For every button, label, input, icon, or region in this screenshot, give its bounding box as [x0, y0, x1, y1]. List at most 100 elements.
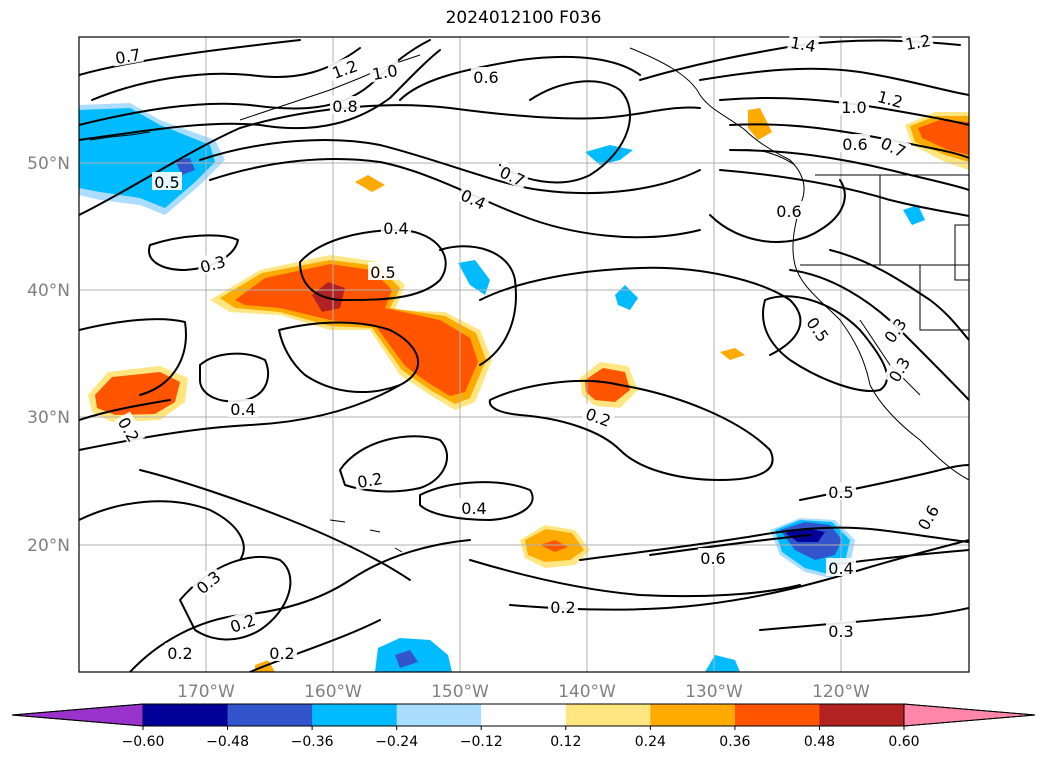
contour-label: 0.2 [550, 598, 575, 617]
longitude-label: 160°W [304, 682, 362, 702]
colorbar-tick-label: 0.60 [888, 734, 919, 750]
contour-label: 0.5 [828, 483, 853, 502]
contour-label-bg [876, 131, 912, 161]
colorbar-tick-label: −0.60 [122, 734, 165, 750]
contour-label: 0.4 [461, 499, 486, 518]
pos-anomaly-south-core [540, 540, 568, 552]
contour-label-bg [267, 643, 297, 661]
colorbar-tick-label: −0.36 [291, 734, 334, 750]
contour-label: 0.8 [332, 97, 357, 116]
longitude-label: 170°W [177, 682, 235, 702]
contour-label: 0.6 [473, 68, 498, 87]
pos-anomaly-east [585, 368, 630, 402]
colorbar-bin [396, 704, 482, 726]
contour-label: 0.6 [700, 549, 725, 568]
pos-anomaly-coast-s [720, 348, 745, 360]
contour-label: 1.4 [789, 33, 817, 56]
longitude-label: 120°W [812, 682, 870, 702]
longitude-labels: 170°W 160°W 150°W 140°W 130°W 120°W [177, 682, 870, 702]
latitude-labels: 50°N 40°N 30°N 20°N [27, 154, 70, 556]
colorbar-bin [481, 704, 567, 726]
colorbar-bin [565, 704, 651, 726]
contour-labels: 0.7 1.2 1.00.80.61.4 1.21.0 1.20.6 0.70.5 0.70… [111, 29, 943, 663]
contour-label: 0.4 [828, 559, 853, 578]
contour-label-bg [802, 311, 835, 347]
colorbar: −0.60 −0.48 −0.36 −0.24 −0.12 0.12 0.24 0.36 0.4… [11, 703, 1036, 750]
map-title: 2024012100 F036 [445, 8, 602, 28]
contour-label-bg [368, 59, 401, 83]
contour-label-bg [581, 402, 616, 430]
pos-anomaly-ne-core [918, 120, 969, 155]
contour-label: 1.0 [841, 98, 866, 117]
contour-label-bg [353, 467, 386, 491]
neg-anomaly-coast [903, 205, 925, 225]
contour-label-bg [826, 558, 856, 576]
contour-label-bg [787, 31, 820, 55]
neg-anomaly-east [615, 285, 638, 310]
colorbar-tick-label: −0.12 [460, 734, 503, 750]
neg-anomaly-bottom [375, 638, 452, 672]
contour-label-bg [459, 498, 489, 516]
contour-label-bg [111, 43, 144, 67]
contour-label-bg [190, 564, 225, 599]
colorbar-bin [227, 704, 313, 726]
colorbar-tick-label: −0.48 [206, 734, 249, 750]
contour-label-bg [152, 172, 182, 190]
colorbar-tick-label: 0.24 [635, 734, 666, 750]
contour-label: 0.6 [842, 135, 867, 154]
contour-label-bg [873, 85, 908, 111]
contour-label-bg [878, 312, 911, 348]
contour-label-bg [840, 134, 870, 152]
contour-label-bg [381, 218, 411, 236]
colorbar-bin [143, 704, 229, 726]
contour-label: 0.4 [230, 400, 255, 419]
contour-label-bg [456, 183, 492, 213]
colorbar-bin [734, 704, 820, 726]
pos-anomaly-small-n [355, 175, 385, 192]
contour-label-bg [495, 160, 531, 190]
colorbar-tick-label: 0.12 [550, 734, 581, 750]
contour-label-bg [698, 548, 728, 566]
colorbar-tick-label: 0.48 [804, 734, 835, 750]
contour-label-bg [471, 67, 501, 85]
contour-label: 1.2 [904, 31, 932, 54]
latitude-label: 40°N [27, 281, 70, 301]
neg-anomaly-bottom-core [395, 650, 418, 668]
contour-label: 0.6 [776, 202, 801, 221]
contour-label: 0.5 [154, 173, 179, 192]
colorbar-tick-label: −0.24 [375, 734, 418, 750]
contour-label-bg [839, 97, 869, 115]
contour-label: 0.4 [383, 219, 408, 238]
longitude-label: 140°W [558, 682, 616, 702]
neg-anomaly-nw-core [175, 158, 195, 175]
contour-label-bg [225, 608, 260, 636]
latitude-label: 30°N [27, 408, 70, 428]
contour-label: 0.5 [370, 263, 395, 282]
colorbar-bin [650, 704, 736, 726]
contour-label-bg [368, 262, 398, 280]
map-layers [79, 37, 969, 672]
colorbar-tick-label: 0.36 [719, 734, 750, 750]
contour-label-bg [911, 499, 943, 535]
contour-label-bg [327, 54, 362, 82]
contour-label-bg [165, 643, 195, 661]
contour-label: 1.0 [371, 61, 399, 84]
colorbar-bin [312, 704, 398, 726]
contour-label-bg [826, 482, 856, 500]
colorbar-extend-low [11, 703, 144, 727]
pos-anomaly-west [95, 372, 180, 415]
contour-label-bg [330, 96, 360, 114]
contour-label: 0.2 [269, 644, 294, 663]
neg-anomaly-midpac [458, 260, 490, 295]
contour-label-bg [114, 411, 146, 447]
contour-label: 0.3 [828, 622, 853, 641]
longitude-label: 130°W [685, 682, 743, 702]
contour-label: 0.7 [114, 45, 142, 68]
contour-label: 0.2 [167, 644, 192, 663]
contour-label-bg [901, 29, 934, 53]
contour-label-bg [228, 399, 258, 417]
contour-label-bg [882, 351, 914, 387]
contour-label: 0.2 [356, 469, 384, 492]
latitude-label: 20°N [27, 536, 70, 556]
